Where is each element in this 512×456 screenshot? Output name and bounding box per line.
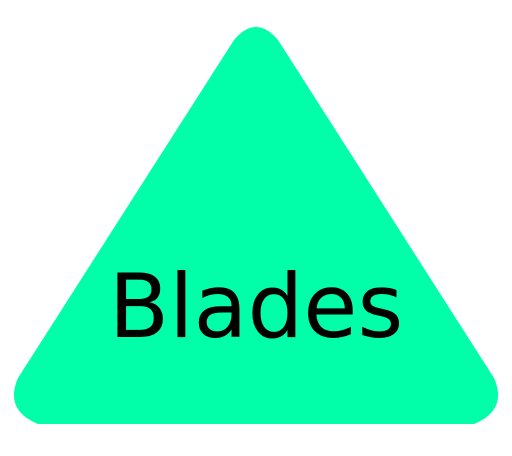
triangle-label: Blades	[108, 255, 404, 358]
triangle-fill	[13, 27, 499, 424]
